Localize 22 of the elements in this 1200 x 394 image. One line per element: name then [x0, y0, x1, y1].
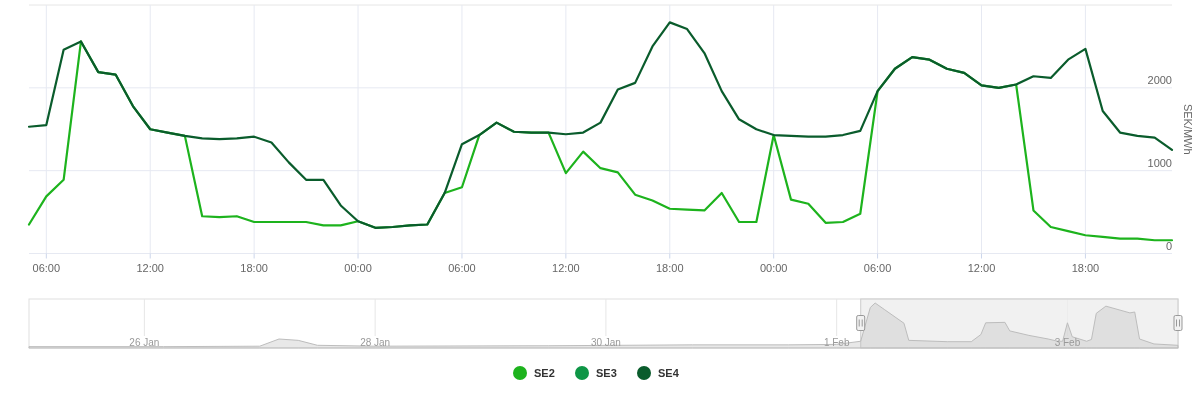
y-axis-title: SEK/MWh — [1182, 103, 1194, 155]
x-tick-label: 06:00 — [32, 261, 61, 274]
x-tick-label: 00:00 — [759, 261, 788, 274]
x-tick-label: 06:00 — [863, 261, 892, 274]
legend-label: SE2 — [534, 367, 555, 379]
x-tick-label: 06:00 — [448, 261, 476, 274]
x-tick-label: 28 Jan — [360, 337, 391, 348]
x-tick-label: 12:00 — [136, 261, 164, 274]
x-tick-label: 1 Feb — [823, 337, 850, 348]
x-tick-label: 18:00 — [240, 261, 268, 274]
x-tick-label: 3 Feb — [1054, 337, 1081, 348]
x-tick-label: 12:00 — [552, 261, 580, 274]
y-tick-label: 2000 — [1147, 73, 1172, 86]
x-tick-label: 18:00 — [1071, 261, 1100, 274]
legend-label: SE4 — [658, 367, 680, 379]
y-tick-label: 1000 — [1147, 156, 1172, 169]
x-tick-label: 26 Jan — [129, 337, 160, 348]
x-tick-label: 18:00 — [656, 261, 684, 274]
y-tick-label: 0 — [1165, 239, 1172, 252]
legend-label: SE3 — [596, 367, 617, 379]
x-tick-label: 12:00 — [967, 261, 996, 274]
x-tick-label: 00:00 — [344, 261, 372, 274]
